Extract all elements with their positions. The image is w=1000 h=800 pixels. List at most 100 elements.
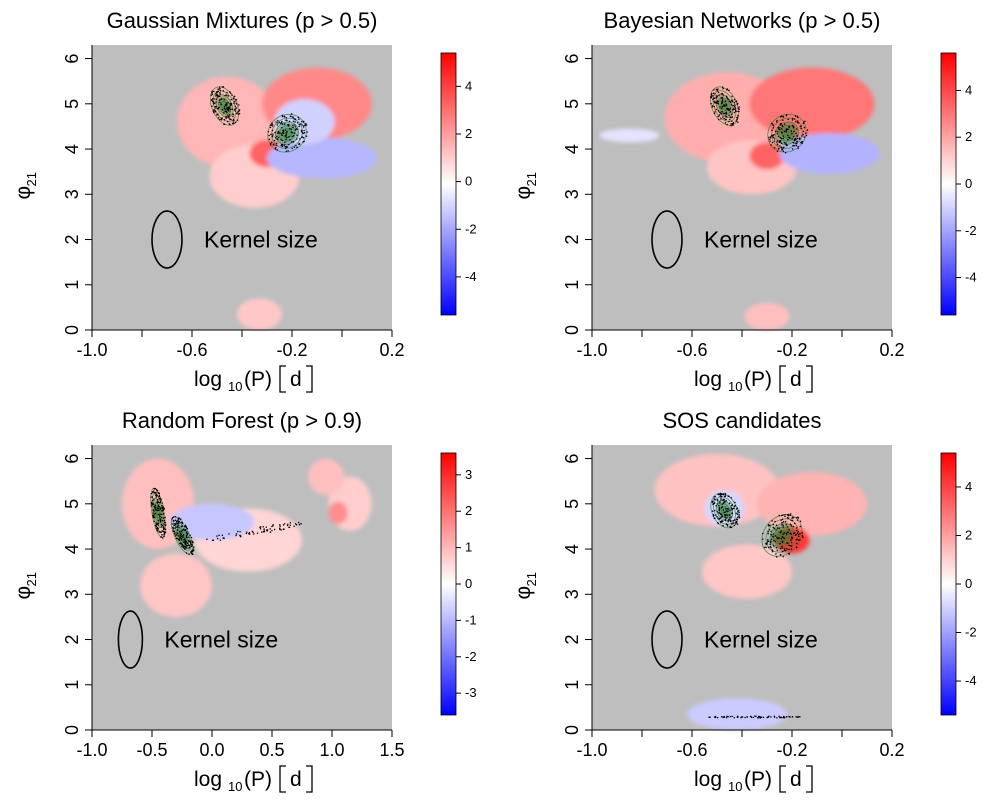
data-point — [152, 491, 154, 494]
data-point — [797, 530, 800, 533]
y-tick-label: 5 — [562, 499, 582, 509]
data-point — [274, 148, 277, 150]
data-point — [780, 146, 783, 149]
data-point — [782, 524, 785, 527]
data-point — [736, 116, 738, 119]
data-point — [305, 135, 308, 138]
density-blob — [237, 298, 282, 330]
data-point — [164, 528, 167, 531]
data-point — [179, 532, 182, 535]
data-point — [733, 98, 736, 101]
data-point — [786, 134, 789, 137]
data-point — [185, 547, 188, 549]
data-point — [225, 102, 228, 104]
data-point — [710, 102, 713, 105]
data-point — [720, 107, 723, 110]
data-point — [178, 535, 180, 538]
data-point — [280, 138, 282, 141]
chart-title: Bayesian Networks (p > 0.5) — [604, 8, 881, 33]
data-point — [263, 530, 266, 533]
data-point — [228, 113, 231, 116]
data-point — [771, 129, 773, 132]
x-tick-label: -1.0 — [576, 340, 607, 360]
data-point — [786, 542, 789, 545]
data-point — [154, 492, 157, 494]
data-point — [177, 524, 179, 527]
data-point — [780, 716, 783, 718]
data-point — [280, 134, 283, 136]
data-point — [795, 516, 798, 519]
data-point — [297, 118, 300, 121]
data-point — [159, 515, 161, 518]
data-point — [292, 140, 295, 143]
data-point — [797, 121, 800, 124]
data-point — [155, 488, 158, 491]
data-point — [795, 144, 798, 147]
data-point — [728, 514, 730, 516]
data-point — [713, 502, 716, 504]
data-point — [222, 112, 225, 114]
data-point — [712, 500, 714, 502]
y-axis-label: φ21 — [512, 172, 539, 199]
data-point — [709, 716, 711, 718]
data-point — [233, 100, 236, 103]
data-point — [773, 133, 776, 136]
data-point — [774, 534, 777, 537]
data-point — [729, 715, 732, 718]
data-point — [717, 91, 720, 94]
data-point — [771, 141, 774, 144]
data-point — [272, 523, 274, 526]
data-point — [727, 715, 729, 718]
data-point — [284, 129, 287, 132]
data-point — [779, 136, 782, 139]
data-point — [274, 136, 277, 139]
x-tick-label: 0.2 — [879, 340, 904, 360]
data-point — [186, 530, 188, 533]
data-point — [158, 497, 161, 500]
data-point — [766, 540, 769, 543]
y-tick-label: 2 — [562, 235, 582, 245]
data-point — [174, 519, 177, 522]
data-point — [159, 518, 161, 520]
x-axis-label-log: log — [694, 368, 722, 391]
data-point — [152, 499, 154, 502]
data-point — [771, 535, 774, 538]
data-point — [281, 139, 284, 142]
data-point — [728, 100, 731, 103]
colorbar-gradient — [940, 52, 957, 316]
data-point — [730, 523, 733, 525]
data-point — [190, 542, 192, 545]
data-point — [229, 92, 232, 94]
data-point — [276, 138, 279, 140]
data-point — [738, 110, 740, 113]
data-point — [291, 135, 294, 138]
data-point — [211, 91, 214, 94]
data-point — [779, 116, 782, 118]
data-point — [215, 107, 217, 109]
data-point — [731, 122, 734, 125]
data-point — [772, 544, 775, 547]
data-point — [268, 134, 271, 137]
data-point — [153, 506, 156, 508]
data-point — [178, 542, 181, 545]
data-point — [155, 496, 158, 498]
data-point — [224, 110, 227, 113]
data-point — [796, 140, 799, 143]
x-tick-label: -0.2 — [276, 340, 307, 360]
y-tick-label: 6 — [62, 454, 82, 464]
data-point — [184, 547, 186, 549]
data-point — [733, 101, 736, 104]
data-point — [799, 525, 802, 528]
data-point — [785, 131, 788, 133]
unit-bracket-right — [806, 765, 813, 793]
y-axis-label-sub: 21 — [524, 572, 539, 586]
colorbar: -4 -2 0 2 4 — [940, 452, 977, 716]
data-point — [796, 538, 799, 541]
data-point — [724, 100, 727, 103]
data-point — [781, 521, 783, 524]
data-point — [227, 116, 230, 119]
data-point — [222, 90, 225, 92]
data-point — [252, 531, 254, 534]
x-axis-label: log 10 (P) d — [194, 365, 313, 394]
data-point — [716, 95, 719, 97]
